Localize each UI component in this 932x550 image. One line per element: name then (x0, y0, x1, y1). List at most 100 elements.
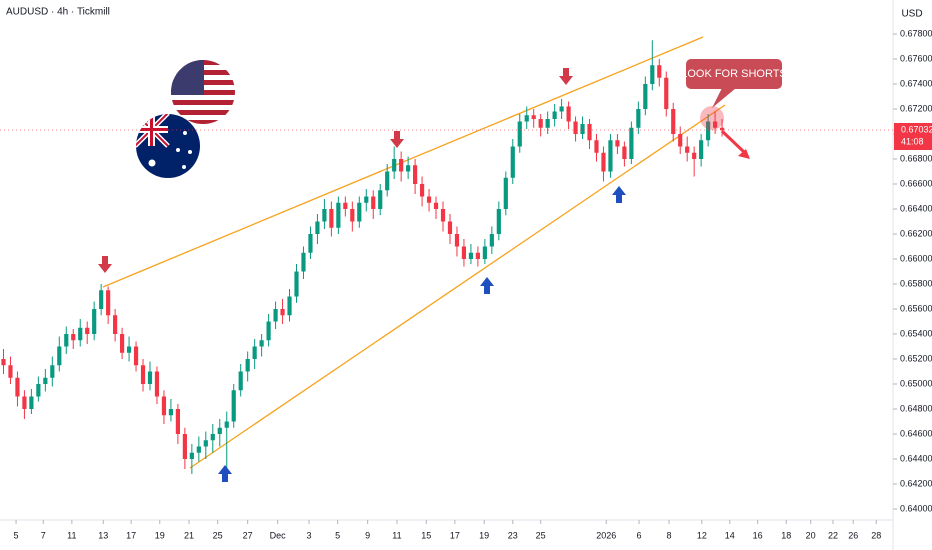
candle-body (657, 65, 662, 78)
x-tick-label: 23 (508, 530, 518, 540)
y-tick-label: 0.67200 (900, 103, 932, 113)
candle-body (496, 209, 501, 234)
callout-tail (712, 88, 736, 108)
candle-body (113, 315, 118, 334)
candle-body (308, 234, 313, 253)
candle-body (64, 334, 69, 347)
candle-body (57, 346, 62, 366)
x-tick-label: 12 (697, 530, 707, 540)
candle-body (566, 106, 571, 122)
candle-body (510, 146, 515, 178)
x-tick-label: 17 (126, 530, 136, 540)
candle-body (524, 115, 529, 122)
candle-body (685, 146, 690, 153)
short-arrow-line (720, 129, 746, 154)
candle-body (161, 396, 167, 416)
candle-body (587, 124, 592, 141)
candle-body (196, 446, 201, 453)
candle-body (664, 77, 669, 109)
candle-body (475, 252, 480, 259)
candle-body (154, 371, 160, 397)
candle-body (601, 152, 606, 172)
candle-body (168, 409, 174, 416)
candle-body (322, 209, 327, 222)
x-tick-label: 15 (421, 530, 431, 540)
y-tick-label: 0.64800 (900, 403, 932, 413)
candle-body (1, 359, 6, 366)
y-tick-label: 0.64600 (900, 428, 932, 438)
candle-body (43, 377, 48, 384)
candle-body (454, 234, 460, 247)
x-tick-label: Dec (270, 530, 287, 540)
x-tick-label: 2026 (596, 530, 616, 540)
candle-body (385, 171, 390, 191)
candle-body (531, 115, 536, 119)
y-tick-label: 0.65000 (900, 378, 932, 388)
x-tick-label: 22 (828, 530, 838, 540)
candle-body (552, 111, 557, 119)
currency-label: USD (901, 9, 922, 20)
candle-body (29, 396, 34, 409)
x-tick-label: 25 (536, 530, 546, 540)
candle-body (350, 209, 355, 222)
y-tick-label: 0.65400 (900, 328, 932, 338)
candle-body (301, 252, 306, 272)
x-tick-label: 13 (98, 530, 108, 540)
candle-body (15, 377, 20, 397)
candle-body (440, 209, 446, 222)
candle-body (433, 202, 439, 209)
last-price-label: 0.67032 (901, 124, 932, 134)
callout-text: LOOK FOR SHORTS (681, 68, 787, 80)
candle-body (706, 121, 711, 141)
y-tick-label: 0.66000 (900, 253, 932, 263)
candle-body (133, 346, 139, 366)
x-tick-label: 17 (450, 530, 460, 540)
candle-body (266, 321, 271, 341)
candle-body (636, 109, 641, 128)
x-tick-label: 11 (392, 530, 401, 540)
x-tick-label: 11 (67, 530, 76, 540)
candle-body (559, 106, 564, 112)
candle-body (489, 234, 494, 247)
candle-body (106, 290, 111, 316)
candle-body (336, 202, 341, 228)
candle-body (119, 334, 125, 353)
candle-body (343, 202, 348, 209)
candle-body (413, 165, 418, 184)
candle-body (203, 440, 208, 447)
candle-body (671, 109, 676, 134)
down-arrows (98, 68, 573, 273)
candle-body (210, 434, 215, 441)
candle-body (719, 127, 725, 130)
highlight-circle (700, 106, 724, 130)
candle-body (140, 365, 146, 384)
candle-body (392, 159, 397, 172)
candle-body (238, 371, 243, 391)
candle-body (259, 340, 264, 347)
candle-body (92, 309, 97, 334)
x-tick-label: 16 (753, 530, 763, 540)
candle-body (517, 121, 522, 147)
candle-body (231, 390, 236, 422)
candle-body (50, 365, 55, 378)
candle-body (573, 121, 578, 134)
lower-trendline (189, 104, 726, 469)
candle-body (503, 177, 508, 209)
candle-body (294, 271, 299, 297)
candle-body (692, 152, 697, 159)
candle-body (608, 140, 613, 172)
candle-body (22, 396, 27, 409)
last-price-tag (894, 123, 932, 150)
x-tick-label: 20 (806, 530, 816, 540)
x-tick-label: 19 (479, 530, 489, 540)
x-tick-label: 8 (667, 530, 672, 540)
candle-body (538, 119, 543, 128)
candle-body (426, 196, 432, 203)
y-tick-label: 0.66200 (900, 228, 932, 238)
countdown-label: 41:08 (901, 136, 924, 146)
y-tick-label: 0.67400 (900, 78, 932, 88)
candle-body (85, 327, 90, 334)
candle-body (252, 346, 257, 359)
